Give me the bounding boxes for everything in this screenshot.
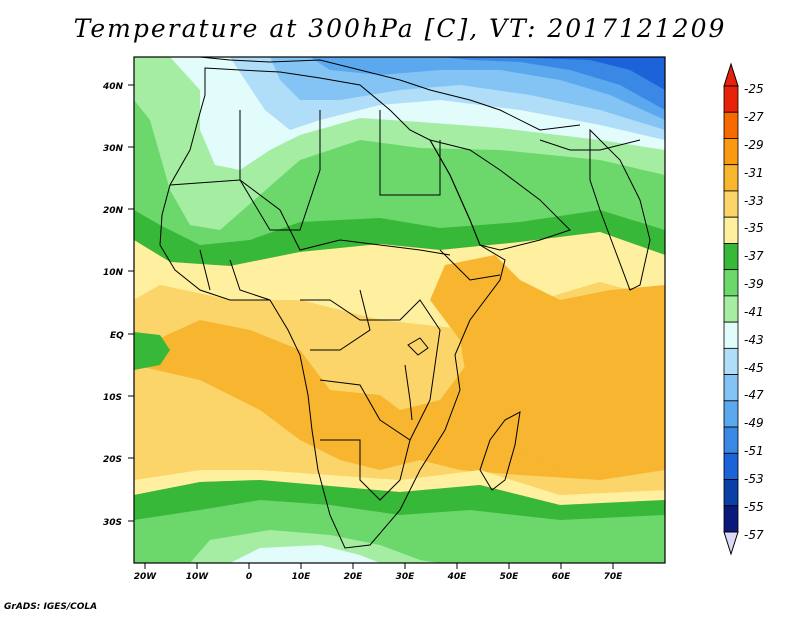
india-coastline: [589, 128, 651, 291]
colorbar-cell: [723, 347, 739, 375]
colorbar-cell: [723, 452, 739, 480]
colorbar-label: -55: [744, 500, 764, 514]
colorbar-cell: [723, 164, 739, 192]
border-10: [539, 139, 641, 151]
lat-tick-label: 30S: [103, 518, 122, 528]
arabia-coastline: [428, 139, 571, 251]
lon-tick-label: 70E: [604, 572, 624, 582]
colorbar-label: -25: [744, 82, 764, 96]
lon-tick-label: 10E: [292, 572, 312, 582]
map-title: Temperature at 300hPa [C], VT: 201712120…: [73, 14, 727, 43]
colorbar-label: -45: [744, 361, 764, 375]
colorbar-bottom-arrow: [723, 531, 739, 556]
colorbar-label: -53: [744, 472, 764, 486]
colorbar-label: -33: [744, 194, 764, 208]
colorbar-cell: [723, 269, 739, 297]
colorbar-label: -51: [744, 444, 764, 458]
colorbar-top-arrow: [723, 62, 739, 87]
border-5: [319, 379, 431, 441]
lon-tick-label: 0: [246, 572, 252, 582]
lon-tick-label: 40E: [447, 572, 468, 582]
lat-tick-label: EQ: [110, 331, 124, 341]
border-7: [310, 289, 371, 351]
madagascar-coastline: [479, 411, 521, 491]
lake-tanganyika: [404, 364, 413, 421]
credit-text: GrADS: IGES/COLA: [4, 602, 98, 612]
lat-ticks: 40N 30N 20N 10N EQ 10S 20S 30S: [102, 82, 134, 528]
lon-ticks: 20W 10W 0 10E 20E 30E 40E 50E 60E 70E: [134, 563, 623, 582]
colorbar-cell: [723, 295, 739, 323]
border-9: [439, 249, 501, 281]
colorbar-cell: [723, 216, 739, 244]
colorbar-cell: [723, 374, 739, 402]
border-6: [320, 439, 411, 501]
colorbar-cell: [723, 400, 739, 428]
band-north-49: [310, 57, 665, 120]
colorbar: -25 -27 -29 -31 -33 -35 -37 -39 -41 -43 …: [723, 62, 764, 556]
border-8: [199, 249, 271, 301]
lat-tick-label: 40N: [102, 82, 124, 92]
lake-victoria: [407, 337, 429, 356]
lon-tick-label: 20E: [344, 572, 364, 582]
colorbar-label: -47: [744, 388, 764, 402]
colorbar-cell: [723, 479, 739, 507]
band-south-35: [134, 470, 665, 505]
colorbar-cell: [723, 426, 739, 454]
colorbar-cell: [723, 321, 739, 349]
lon-tick-label: 30E: [396, 572, 416, 582]
border-2: [379, 110, 441, 196]
colorbar-label: -31: [744, 166, 764, 180]
band-east-31: [430, 255, 665, 480]
map-frame: [133, 56, 666, 564]
colorbar-label: -49: [744, 416, 764, 430]
colorbar-label: -41: [744, 305, 764, 319]
band-north-53: [500, 57, 665, 90]
europe-coastline: [199, 57, 581, 131]
lat-tick-label: 10N: [103, 268, 124, 278]
temperature-field: [134, 57, 665, 563]
lat-tick-label: 20S: [103, 455, 122, 465]
colorbar-cell: [723, 505, 739, 533]
lon-tick-label: 60E: [552, 572, 572, 582]
border-3: [239, 110, 321, 231]
border-4: [300, 299, 441, 401]
band-north-51: [440, 57, 665, 110]
colorbar-cell: [723, 190, 739, 218]
lon-tick-label: 10W: [186, 572, 210, 582]
band-southwest-33: [134, 365, 665, 495]
band-eq-35: [134, 232, 665, 330]
border-1: [169, 179, 451, 256]
colorbar-cells: [723, 85, 739, 533]
coastlines: [159, 57, 651, 549]
colorbar-cell: [723, 85, 739, 113]
colorbar-label: -29: [744, 138, 764, 152]
lat-tick-label: 10S: [103, 393, 122, 403]
colorbar-label: -43: [744, 333, 764, 347]
lon-tick-label: 50E: [500, 572, 520, 582]
colorbar-label: -27: [744, 110, 764, 124]
lat-tick-label: 30N: [103, 144, 124, 154]
africa-coastline: [159, 67, 506, 549]
lat-tick-label: 20N: [103, 206, 124, 216]
colorbar-label: -37: [744, 249, 764, 263]
colorbar-cell: [723, 111, 739, 139]
colorbar-cell: [723, 138, 739, 166]
patch-eq-37: [134, 332, 170, 370]
lon-tick-label: 20W: [134, 572, 158, 582]
colorbar-label: -57: [744, 528, 764, 542]
colorbar-cell: [723, 243, 739, 271]
colorbar-label: -39: [744, 277, 764, 291]
band-south-43: [230, 545, 380, 563]
colorbar-label: -35: [744, 221, 764, 235]
